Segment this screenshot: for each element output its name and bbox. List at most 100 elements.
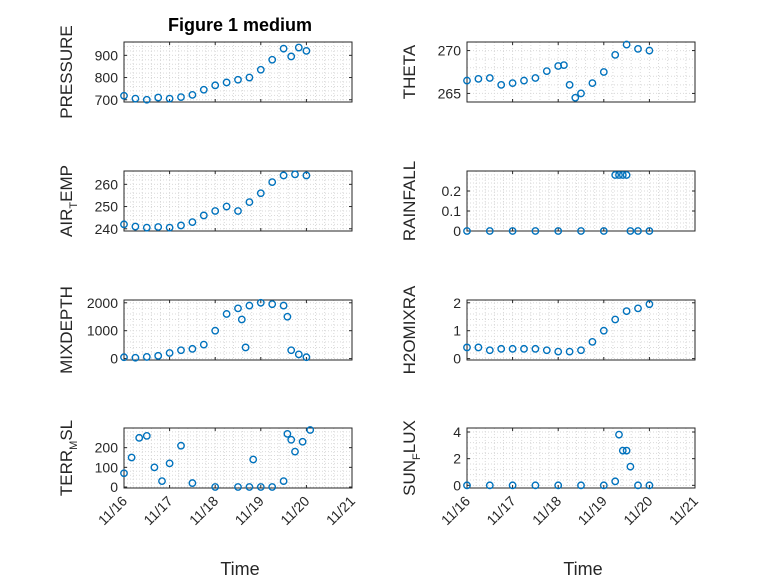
data-point — [531, 344, 540, 353]
axes-box — [466, 41, 696, 103]
data-point — [302, 353, 311, 362]
y-tick-label: 250 — [95, 199, 119, 215]
data-point — [577, 481, 585, 490]
data-point — [287, 346, 296, 355]
data-point — [177, 93, 185, 102]
data-point — [165, 94, 174, 103]
data-point — [120, 220, 128, 229]
data-point — [626, 227, 635, 235]
data-point — [294, 43, 303, 52]
data-point — [306, 426, 315, 434]
x-tick-label: 11/18 — [186, 493, 222, 529]
data-point — [577, 346, 585, 355]
data-point — [245, 483, 254, 491]
x-tick-label: 11/19 — [575, 493, 611, 529]
data-point — [158, 477, 166, 486]
data-point — [294, 350, 303, 359]
data-point — [634, 481, 642, 490]
data-point — [127, 453, 136, 462]
data-point — [234, 75, 242, 84]
data-point — [497, 80, 506, 89]
y-axis-label: AIRTEMP — [57, 165, 80, 237]
data-point — [565, 347, 574, 356]
data-point — [165, 459, 174, 468]
y-tick-label: 1 — [453, 323, 461, 339]
y-tick-label: 2 — [453, 295, 461, 311]
y-axis-label: MIXDEPTH — [57, 286, 76, 374]
data-point — [120, 353, 128, 362]
data-point — [531, 74, 540, 82]
data-point — [497, 344, 506, 353]
data-point — [154, 351, 163, 360]
data-point — [256, 189, 265, 198]
data-point — [268, 55, 277, 64]
y-tick-label: 0.2 — [442, 183, 462, 199]
data-point — [485, 346, 494, 355]
data-point — [188, 90, 197, 99]
axes-box — [466, 299, 696, 361]
data-point — [634, 44, 642, 53]
y-tick-label: 800 — [95, 70, 119, 86]
data-point — [131, 94, 140, 103]
data-point — [165, 349, 174, 357]
data-point — [150, 463, 159, 472]
data-point — [520, 344, 528, 353]
data-point — [634, 227, 642, 235]
data-point — [222, 78, 231, 87]
data-point — [508, 344, 517, 353]
data-point — [188, 344, 197, 353]
data-point — [291, 170, 299, 179]
data-point — [245, 198, 254, 207]
data-point — [279, 171, 288, 180]
data-point — [298, 437, 307, 446]
y-axis-label: PRESSURE — [57, 25, 76, 119]
x-tick-label: 11/17 — [140, 493, 176, 529]
data-point — [588, 79, 597, 88]
data-point — [615, 171, 623, 179]
y-tick-label: 2 — [453, 451, 461, 467]
y-axis-label: RAINFALL — [400, 161, 419, 241]
data-point — [287, 435, 296, 444]
y-tick-label: 270 — [438, 43, 462, 59]
x-tick-label: 11/16 — [438, 493, 474, 529]
data-point — [611, 171, 620, 179]
data-point — [626, 462, 635, 471]
data-point — [599, 227, 608, 235]
subplot-rainfall: 0 0.1 0.2 RAINFALL — [400, 161, 696, 241]
axes-box — [466, 170, 696, 232]
data-point — [622, 307, 631, 316]
y-axis-label: SUNFLUX — [400, 420, 423, 496]
data-point — [554, 347, 563, 356]
y-tick-label: 4 — [453, 424, 461, 440]
data-point — [154, 223, 163, 231]
data-point — [142, 353, 151, 361]
data-point — [199, 85, 208, 94]
data-point — [234, 207, 242, 215]
data-point — [463, 227, 471, 235]
data-point — [211, 326, 220, 335]
data-point — [577, 89, 585, 98]
x-tick-label: 11/21 — [323, 493, 359, 529]
data-point — [463, 343, 471, 352]
axes-box — [123, 299, 353, 361]
data-point — [302, 171, 311, 180]
data-point — [611, 477, 620, 486]
data-point — [542, 346, 551, 355]
data-point — [142, 431, 151, 440]
subplot-sun-flux: 0 2 4 11/16 11/17 11/18 11/19 11/20 11/21 SUNFLUX — [400, 420, 701, 528]
y-tick-label: 0 — [110, 479, 118, 495]
subplot-h2omixra: 0 1 2 H2OMIXRA — [400, 285, 696, 374]
data-point — [634, 304, 642, 313]
data-point — [611, 50, 620, 59]
y-tick-label: 1000 — [87, 323, 118, 339]
data-point — [279, 477, 288, 486]
data-point — [188, 218, 197, 227]
y-tick-label: 100 — [95, 459, 119, 475]
data-point — [245, 301, 254, 310]
x-axis-label-left: Time — [220, 559, 259, 579]
subplot-mixdepth: 0 1000 2000 MIXDEPTH — [57, 286, 353, 374]
x-tick-label: 11/18 — [529, 493, 565, 529]
data-point — [135, 433, 144, 442]
x-tick-label: 11/20 — [620, 493, 656, 529]
